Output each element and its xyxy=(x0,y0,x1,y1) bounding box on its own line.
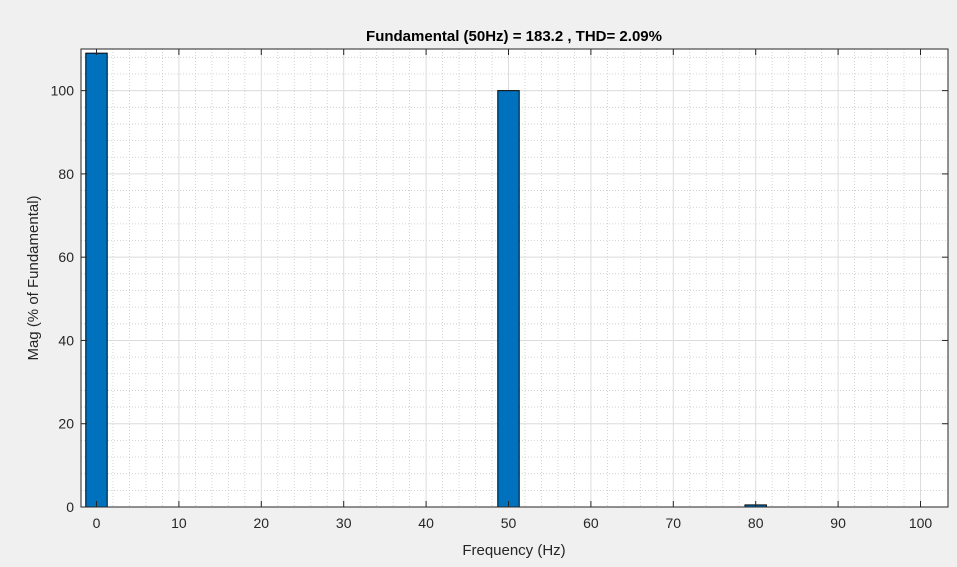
plot-frame xyxy=(80,48,949,508)
x-tick-label: 100 xyxy=(909,515,933,531)
x-tick-label: 30 xyxy=(336,515,352,531)
y-tick-label: 80 xyxy=(58,166,74,182)
x-tick-label: 50 xyxy=(501,515,517,531)
x-tick-label: 60 xyxy=(583,515,599,531)
y-tick-label: 100 xyxy=(51,83,75,99)
y-tick-label: 20 xyxy=(58,416,74,432)
x-tick-label: 70 xyxy=(666,515,682,531)
x-tick-label: 90 xyxy=(830,515,846,531)
x-tick-label: 20 xyxy=(254,515,270,531)
y-tick-label: 60 xyxy=(58,249,74,265)
ticks: 0 10 20 30 40 50 60 70 80 90 100 0 20 40 60 80 100 xyxy=(51,49,948,531)
x-axis-label: Frequency (Hz) xyxy=(462,542,565,559)
bar xyxy=(497,90,520,508)
y-tick-label: 40 xyxy=(58,332,74,348)
x-tick-label: 40 xyxy=(418,515,434,531)
bars xyxy=(85,52,767,508)
bar xyxy=(85,52,108,508)
x-tick-label: 80 xyxy=(748,515,764,531)
chart-title: Fundamental (50Hz) = 183.2 , THD= 2.09% xyxy=(366,28,662,45)
x-tick-label: 0 xyxy=(93,515,101,531)
y-axis-label: Mag (% of Fundamental) xyxy=(25,195,42,360)
x-tick-label: 10 xyxy=(171,515,187,531)
y-tick-label: 0 xyxy=(66,499,74,515)
